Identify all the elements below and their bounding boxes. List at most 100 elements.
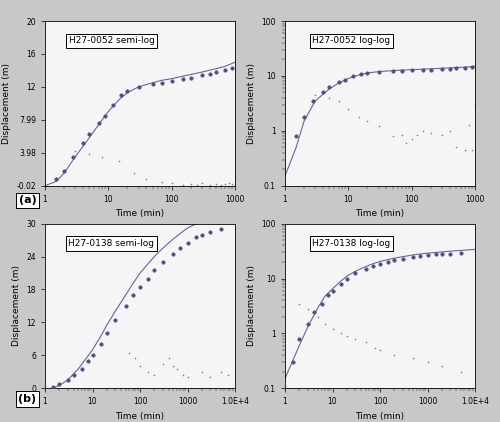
Point [446,127,454,134]
Point [311,92,319,98]
Point [206,181,214,188]
Point [319,88,327,95]
Point [184,239,192,246]
Point [206,70,214,77]
Y-axis label: Displacement (m): Displacement (m) [12,265,20,346]
Point [376,346,384,353]
Point [116,157,124,164]
Point [168,180,175,187]
Point [173,365,181,373]
Point [186,181,194,187]
Point [206,228,214,235]
Point [60,168,68,174]
Point [98,153,106,160]
Point [398,131,406,138]
Point [94,120,102,127]
Point [304,320,312,327]
Point [158,79,166,86]
Point [438,131,446,138]
Point [424,252,432,259]
Point [292,133,300,140]
Point [228,65,236,71]
Point [328,326,336,333]
Point [216,226,224,233]
Point [136,284,144,290]
Point [351,270,359,276]
Point [78,365,86,373]
Point [225,180,233,187]
Point [84,357,92,364]
Point [424,359,432,365]
Point [79,139,87,146]
Point [398,67,406,74]
Point [206,374,214,381]
Point [168,78,175,84]
Point [193,181,201,188]
Point [412,131,420,138]
Point [136,363,144,370]
Point [446,65,454,72]
Point [103,330,111,337]
Point [102,112,110,119]
Text: H27-0052 log-log: H27-0052 log-log [312,36,390,45]
Point [402,140,409,146]
Point [390,257,398,264]
Point [164,354,172,361]
Point [409,254,417,260]
X-axis label: Time (min): Time (min) [356,209,405,218]
Point [179,76,187,83]
Point [456,250,464,257]
Point [328,287,336,294]
Point [314,314,322,320]
Point [221,67,229,74]
Text: H27-0138 semi-log: H27-0138 semi-log [68,239,154,248]
Point [343,333,351,339]
X-axis label: Time (min): Time (min) [116,412,164,421]
Point [144,368,152,375]
Point [364,118,372,124]
Point [198,180,206,187]
X-axis label: Time (min): Time (min) [356,412,405,421]
Point [64,376,72,383]
Point [186,74,194,81]
Point [70,153,78,160]
Point [452,144,460,151]
X-axis label: Time (min): Time (min) [116,209,164,218]
Point [310,97,318,104]
Point [471,101,479,108]
Point [362,265,370,272]
Point [398,255,406,262]
Point [86,151,94,158]
Point [179,371,187,378]
Point [231,181,239,188]
Point [324,292,332,298]
Point [372,344,380,351]
Point [326,95,334,101]
Point [416,253,424,260]
Point [326,84,334,90]
Point [118,92,126,98]
Point [337,330,345,337]
Point [374,68,382,75]
Point [132,354,140,361]
Point [334,79,342,86]
Point [150,267,158,273]
Text: H27-0138 log-log: H27-0138 log-log [312,239,390,248]
Point [468,146,476,153]
Point [408,67,416,74]
Y-axis label: Displacement (m): Displacement (m) [2,63,11,144]
Point [344,106,352,112]
Point [126,349,134,356]
Point [296,300,304,307]
Point [374,123,382,130]
Point [212,181,220,187]
Point [351,335,359,342]
Point [419,127,427,134]
Point [290,359,298,365]
Point [342,76,349,83]
Point [438,363,446,370]
Point [198,231,206,238]
Point [228,181,236,188]
Point [300,114,308,120]
Point [158,360,166,367]
